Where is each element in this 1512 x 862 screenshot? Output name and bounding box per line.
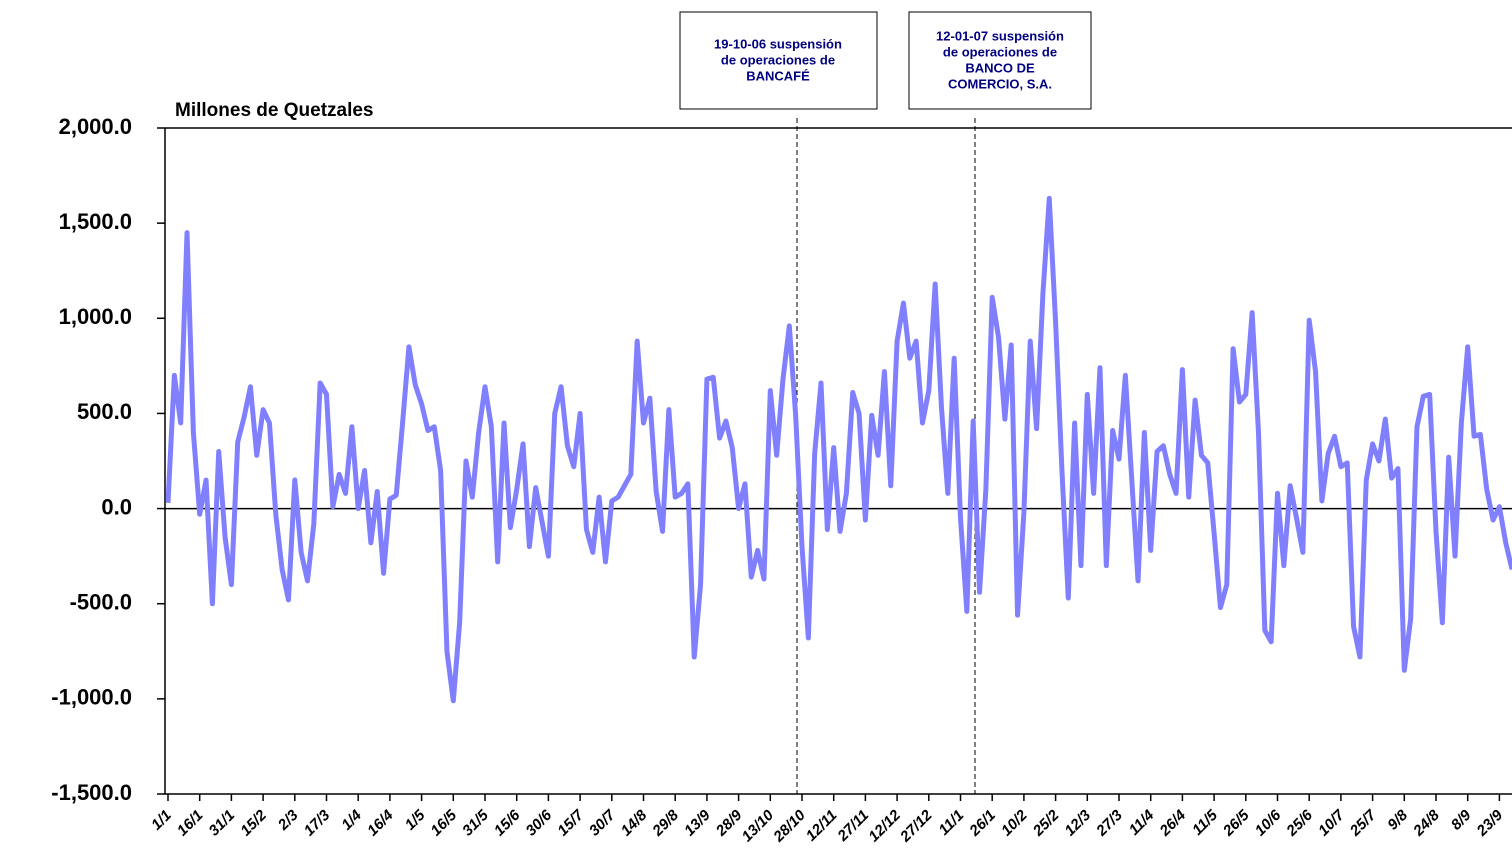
- x-tick-label: 11/4: [1126, 806, 1158, 838]
- y-tick-label: -1,500.0: [51, 780, 132, 805]
- y-tick-label: -500.0: [70, 590, 132, 615]
- x-tick-label: 30/6: [523, 806, 556, 839]
- y-tick-label: 2,000.0: [59, 114, 132, 139]
- x-tick-label: 27/12: [896, 806, 936, 846]
- x-tick-label: 16/1: [174, 807, 207, 840]
- x-tick-label: 10/6: [1252, 806, 1285, 839]
- x-tick-label: 27/11: [834, 807, 872, 845]
- x-tick-label: 14/8: [618, 806, 651, 839]
- x-tick-label: 25/7: [1346, 806, 1380, 840]
- x-tick-label: 1/4: [338, 806, 365, 833]
- x-tick-label: 25/6: [1283, 806, 1317, 840]
- annotation-text: de operaciones de: [721, 53, 835, 68]
- x-tick-label: 9/8: [1384, 806, 1411, 833]
- x-tick-label: 12/12: [865, 806, 904, 845]
- x-tick-label: 10/7: [1315, 806, 1348, 839]
- x-tick-label: 2/3: [274, 806, 302, 834]
- annotation-text: BANCAFÉ: [746, 69, 810, 84]
- x-tick-label: 15/2: [237, 806, 270, 839]
- x-tick-label: 26/5: [1219, 806, 1253, 840]
- x-tick-label: 16/4: [364, 806, 397, 839]
- x-tick-label: 15/6: [491, 806, 524, 839]
- x-tick-label: 28/10: [770, 806, 810, 846]
- annotation-text: BANCO DE: [965, 61, 1035, 76]
- x-tick-label: 17/3: [301, 806, 334, 839]
- axis-title: Millones de Quetzales: [175, 100, 374, 121]
- x-tick-label: 27/3: [1092, 806, 1126, 840]
- x-tick-label: 31/5: [459, 806, 492, 839]
- annotation-text: de operaciones de: [943, 45, 1057, 60]
- x-tick-label: 12/3: [1061, 806, 1094, 839]
- x-tick-label: 23/9: [1473, 806, 1507, 840]
- x-tick-label: 25/2: [1029, 806, 1063, 840]
- data-line: [165, 195, 1512, 704]
- x-tick-label: 1/1: [148, 807, 175, 834]
- x-tick-label: 24/8: [1409, 806, 1443, 840]
- annotation-text: 12-01-07 suspensión: [936, 29, 1064, 44]
- x-tick-label: 1/5: [402, 806, 429, 833]
- y-tick-label: 1,500.0: [59, 209, 132, 234]
- annotation-box: [679, 11, 878, 110]
- x-tick-label: 29/8: [649, 806, 683, 840]
- x-tick-label: 10/2: [998, 806, 1031, 839]
- x-tick-label: 8/9: [1448, 806, 1475, 833]
- y-tick-label: 0.0: [101, 494, 132, 519]
- x-tick-label: 26/4: [1156, 806, 1190, 840]
- x-tick-label: 16/5: [427, 806, 460, 839]
- x-tick-label: 26/1: [966, 807, 999, 840]
- annotation-text: 19-10-06 suspensión: [714, 37, 842, 52]
- x-tick-label: 11/5: [1189, 806, 1221, 838]
- x-tick-label: 11/1: [935, 807, 967, 839]
- y-tick-label: 1,000.0: [59, 304, 132, 329]
- y-tick-label: -1,000.0: [51, 685, 132, 710]
- x-tick-label: 31/1: [206, 807, 239, 840]
- x-tick-label: 13/9: [681, 806, 714, 839]
- annotation-text: COMERCIO, S.A.: [948, 77, 1052, 92]
- annotation-box: [908, 11, 1092, 110]
- x-tick-label: 12/11: [803, 807, 841, 845]
- x-tick-label: 13/10: [739, 806, 778, 845]
- x-tick-label: 30/7: [586, 806, 619, 839]
- x-tick-label: 15/7: [554, 806, 587, 839]
- y-tick-label: 500.0: [77, 399, 132, 424]
